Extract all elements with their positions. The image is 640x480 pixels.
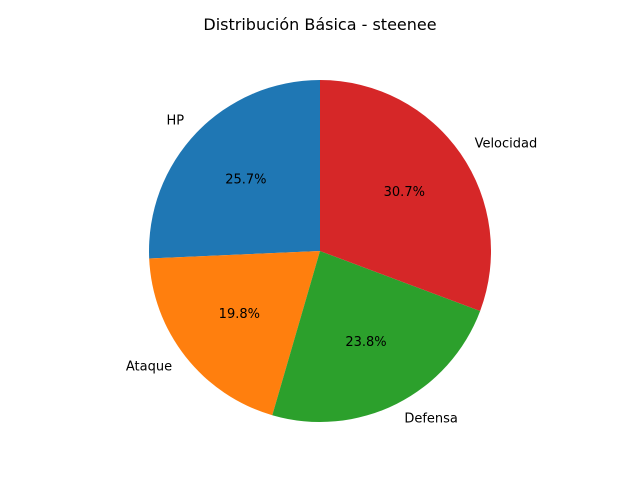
pie-labels: HP 25.7% Ataque 19.8% Defensa 23.8% Velocidad 3…: [126, 113, 537, 426]
pie-slice-velocidad: [320, 80, 491, 311]
slice-label-defensa: Defensa: [404, 412, 458, 427]
pie-slice-defensa: [272, 251, 481, 423]
slice-label-hp: HP: [166, 113, 184, 128]
chart-title: Distribución Básica - steenee: [203, 15, 436, 34]
pie-slice-hp: [149, 80, 320, 259]
pct-label-defensa: 23.8%: [345, 335, 386, 350]
slice-label-velocidad: Velocidad: [475, 136, 538, 151]
slice-label-ataque: Ataque: [126, 360, 172, 375]
pct-label-hp: 25.7%: [225, 173, 266, 188]
pie-slice-ataque: [149, 251, 320, 416]
pct-label-ataque: 19.8%: [219, 307, 260, 322]
pct-label-velocidad: 30.7%: [384, 185, 425, 200]
pie-slices: [149, 80, 491, 423]
